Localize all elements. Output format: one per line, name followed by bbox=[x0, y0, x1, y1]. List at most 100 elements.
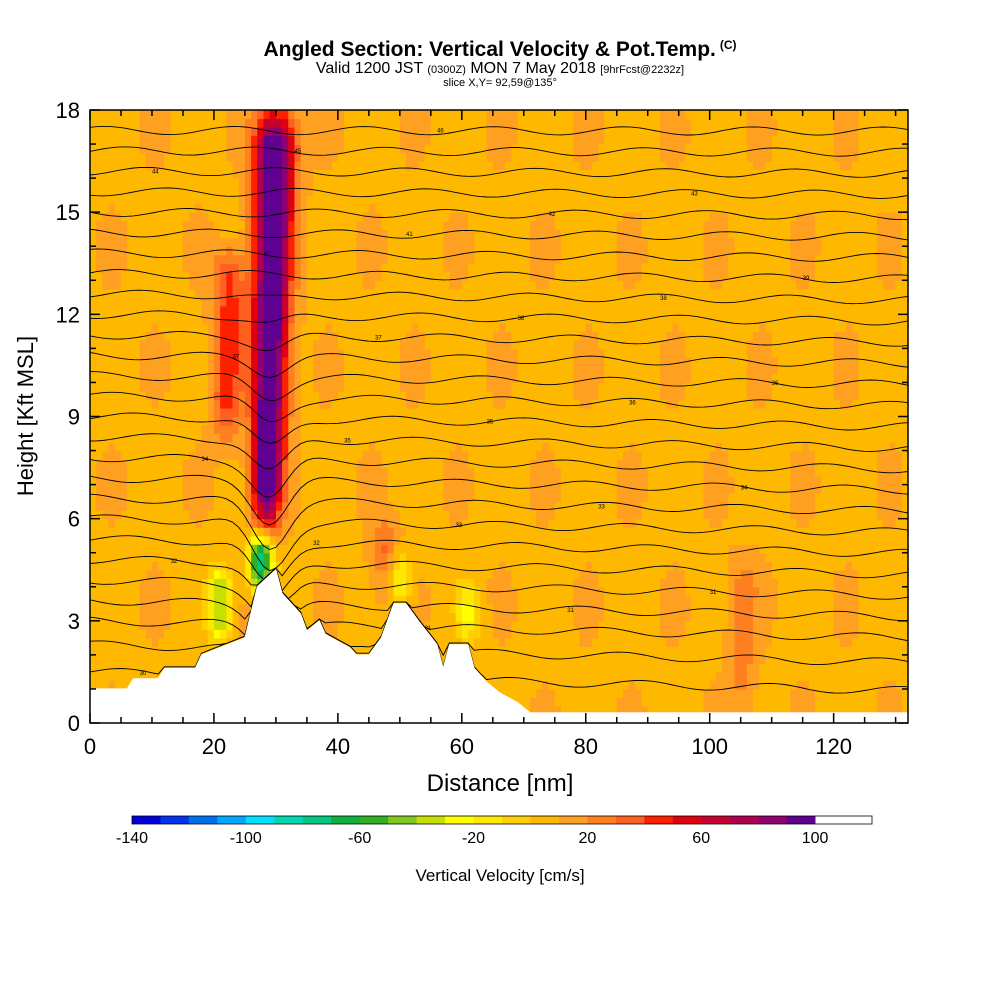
velocity-cell bbox=[443, 586, 451, 596]
velocity-cell bbox=[251, 322, 258, 332]
velocity-cell bbox=[151, 390, 159, 401]
velocity-cell bbox=[331, 288, 339, 298]
velocity-cell bbox=[300, 561, 308, 571]
velocity-cell bbox=[393, 390, 401, 401]
velocity-cell bbox=[455, 365, 463, 375]
velocity-cell bbox=[127, 271, 134, 281]
velocity-cell bbox=[195, 476, 203, 486]
velocity-cell bbox=[381, 407, 389, 418]
velocity-cell bbox=[164, 561, 172, 571]
subtitle-utc: (0300Z) bbox=[427, 64, 466, 76]
velocity-cell bbox=[362, 510, 370, 520]
velocity-cell bbox=[108, 433, 116, 443]
velocity-cell bbox=[294, 510, 302, 520]
velocity-cell bbox=[468, 314, 475, 324]
velocity-cell bbox=[195, 118, 203, 128]
velocity-cell bbox=[424, 339, 432, 349]
velocity-cell bbox=[127, 637, 134, 647]
velocity-cell bbox=[213, 390, 221, 401]
velocity-cell bbox=[96, 203, 103, 213]
velocity-cell bbox=[170, 544, 178, 554]
velocity-cell bbox=[381, 544, 389, 554]
velocity-cell bbox=[213, 425, 221, 435]
velocity-cell bbox=[412, 382, 420, 392]
velocity-cell bbox=[399, 178, 407, 188]
velocity-cell bbox=[356, 510, 364, 520]
velocity-cell bbox=[381, 229, 389, 239]
velocity-cell bbox=[424, 246, 432, 256]
velocity-cell bbox=[201, 476, 209, 486]
velocity-cell bbox=[443, 629, 451, 639]
velocity-cell bbox=[337, 169, 345, 179]
velocity-cell bbox=[313, 518, 320, 528]
velocity-cell bbox=[325, 612, 333, 622]
velocity-cell bbox=[443, 407, 451, 418]
velocity-cell bbox=[387, 450, 395, 460]
velocity-cell bbox=[505, 476, 512, 486]
velocity-cell bbox=[213, 399, 221, 409]
velocity-cell bbox=[480, 467, 488, 477]
velocity-cell bbox=[511, 246, 519, 256]
velocity-cell bbox=[257, 331, 265, 341]
velocity-cell bbox=[189, 535, 196, 545]
velocity-cell bbox=[356, 476, 364, 486]
velocity-cell bbox=[151, 569, 159, 579]
velocity-cell bbox=[164, 390, 172, 401]
velocity-cell bbox=[164, 365, 172, 375]
velocity-cell bbox=[195, 203, 203, 213]
velocity-cell bbox=[492, 552, 500, 562]
velocity-cell bbox=[164, 373, 172, 384]
velocity-cell bbox=[461, 229, 469, 239]
velocity-cell bbox=[418, 135, 426, 145]
velocity-cell bbox=[145, 459, 153, 469]
velocity-cell bbox=[102, 390, 110, 401]
velocity-cell bbox=[127, 229, 134, 239]
velocity-cell bbox=[96, 305, 103, 315]
velocity-cell bbox=[275, 535, 283, 545]
velocity-cell bbox=[176, 110, 184, 120]
velocity-cell bbox=[350, 527, 358, 537]
velocity-cell bbox=[499, 118, 506, 128]
velocity-cell bbox=[189, 476, 196, 486]
velocity-cell bbox=[120, 127, 128, 137]
velocity-cell bbox=[492, 646, 500, 656]
velocity-cell bbox=[455, 476, 463, 486]
velocity-cell bbox=[437, 288, 444, 298]
velocity-cell bbox=[195, 305, 203, 315]
velocity-cell bbox=[375, 467, 382, 477]
velocity-cell bbox=[300, 484, 308, 494]
velocity-cell bbox=[474, 144, 482, 154]
velocity-cell bbox=[480, 348, 488, 358]
velocity-cell bbox=[90, 603, 97, 613]
velocity-cell bbox=[114, 212, 122, 222]
velocity-cell bbox=[108, 237, 116, 247]
velocity-cell bbox=[313, 476, 320, 486]
velocity-cell bbox=[449, 535, 457, 545]
velocity-cell bbox=[213, 127, 221, 137]
velocity-cell bbox=[213, 578, 221, 588]
velocity-cell bbox=[362, 322, 370, 332]
velocity-cell bbox=[468, 646, 475, 656]
velocity-cell bbox=[319, 552, 327, 562]
velocity-cell bbox=[412, 518, 420, 528]
velocity-cell bbox=[461, 305, 469, 315]
velocity-cell bbox=[381, 620, 389, 630]
velocity-cell bbox=[102, 288, 110, 298]
velocity-cell bbox=[120, 620, 128, 630]
velocity-cell bbox=[127, 127, 134, 137]
velocity-cell bbox=[375, 527, 382, 537]
velocity-cell bbox=[406, 254, 413, 264]
velocity-cell bbox=[443, 476, 451, 486]
velocity-cell bbox=[108, 186, 116, 196]
velocity-cell bbox=[176, 407, 184, 418]
velocity-cell bbox=[127, 110, 134, 120]
velocity-cell bbox=[486, 442, 494, 452]
velocity-cell bbox=[232, 237, 240, 247]
velocity-cell bbox=[399, 459, 407, 469]
velocity-cell bbox=[406, 578, 413, 588]
velocity-cell bbox=[145, 229, 153, 239]
velocity-cell bbox=[449, 135, 457, 145]
velocity-cell bbox=[486, 305, 494, 315]
velocity-cell bbox=[418, 467, 426, 477]
velocity-cell bbox=[505, 493, 512, 503]
